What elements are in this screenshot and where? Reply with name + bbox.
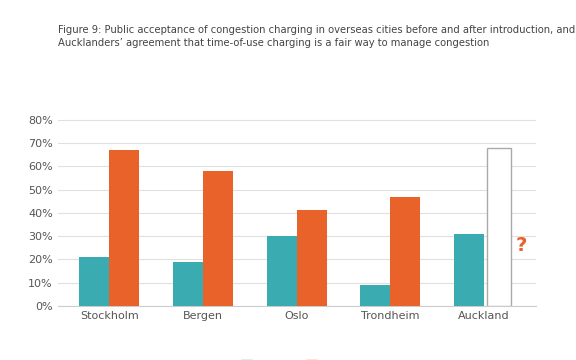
Bar <box>487 148 511 306</box>
Bar <box>79 257 109 306</box>
Bar <box>267 236 297 306</box>
Bar <box>391 197 420 306</box>
Text: ?: ? <box>516 236 527 255</box>
Bar <box>297 211 327 306</box>
Bar <box>109 150 139 306</box>
Text: Figure 9: Public acceptance of congestion charging in overseas cities before and: Figure 9: Public acceptance of congestio… <box>58 25 575 48</box>
Legend: Before, After: Before, After <box>236 355 357 360</box>
Bar <box>361 285 391 306</box>
Bar <box>203 171 233 306</box>
Bar <box>454 234 484 306</box>
Bar <box>173 262 203 306</box>
